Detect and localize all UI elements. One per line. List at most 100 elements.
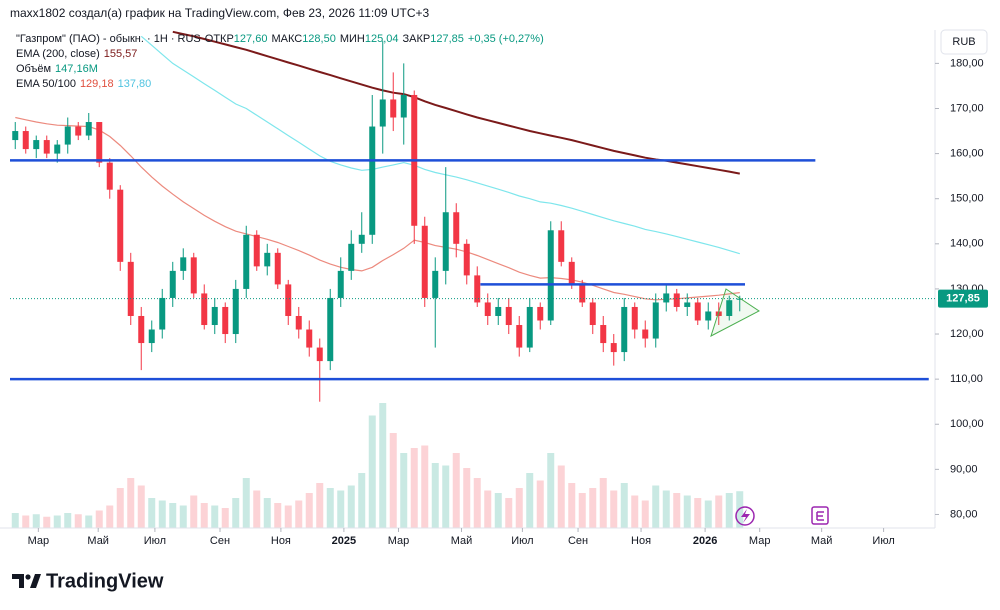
x-tick-label: Июл <box>511 535 533 547</box>
legend-row: "Газпром" (ПАО) - обыкн. · 1Н · RUS ОТКР1… <box>16 32 548 47</box>
candle-body <box>274 252 281 285</box>
volume-bar <box>43 516 51 528</box>
volume-bar <box>190 495 198 528</box>
candle-body <box>253 234 260 267</box>
ohlc-value: 128,50 <box>302 33 336 45</box>
volume-bar <box>652 485 660 528</box>
y-tick-label: 110,00 <box>950 373 983 385</box>
volume-bar <box>232 498 240 528</box>
x-tick-label: Сен <box>568 535 588 547</box>
volume-bar <box>22 515 30 528</box>
candle-body <box>285 284 292 316</box>
volume-bar <box>253 490 261 528</box>
ohlc-name: МАКС <box>271 33 303 45</box>
volume-bar <box>95 510 103 528</box>
ohlc-value: 127,85 <box>430 33 464 45</box>
y-tick-label: 150,00 <box>950 193 984 205</box>
volume-bar <box>620 483 628 528</box>
events-icon[interactable] <box>811 506 829 525</box>
candle-body <box>295 315 302 330</box>
x-tick-label: 2025 <box>332 535 356 547</box>
candle-body <box>516 325 523 348</box>
volume-bar <box>326 488 334 528</box>
volume-bar <box>337 490 345 528</box>
candle-body <box>442 212 449 271</box>
volume-bar <box>179 505 187 528</box>
indicator-name: EMA 50/100 <box>16 78 76 90</box>
volume-bar <box>295 500 303 528</box>
volume-bar <box>452 453 460 528</box>
candle-body <box>463 243 470 276</box>
volume-bar <box>421 445 429 528</box>
x-tick-label: Май <box>87 535 109 547</box>
legend-row: EMA (200, close) 155,57 <box>16 47 548 62</box>
candle-body <box>379 99 386 127</box>
volume-bar <box>694 498 702 528</box>
volume-bar <box>116 488 124 528</box>
candle-body <box>243 234 250 289</box>
ohlc-name: ЗАКР <box>402 33 431 45</box>
volume-bar <box>410 448 418 528</box>
x-tick-label: Май <box>451 535 473 547</box>
volume-bar <box>631 495 639 528</box>
volume-bar <box>505 498 513 528</box>
y-tick-label: 80,00 <box>950 508 978 520</box>
volume-bar <box>169 503 177 528</box>
volume-bar <box>526 473 534 528</box>
candle-body <box>148 329 155 344</box>
x-tick-label: Ноя <box>631 535 651 547</box>
candle-body <box>222 306 229 335</box>
volume-bar <box>400 453 408 528</box>
volume-bar <box>442 465 450 528</box>
volume-bar <box>662 490 670 528</box>
candle-body <box>201 293 208 326</box>
volume-bar <box>263 498 271 528</box>
x-tick-label: Мар <box>749 535 771 547</box>
candle-body <box>75 126 82 136</box>
x-tick-label: Мар <box>28 535 50 547</box>
candle-body <box>106 162 113 190</box>
candle-body <box>537 306 544 321</box>
volume-bar <box>515 488 523 528</box>
ema-line <box>172 30 740 175</box>
indicator-value: 129,18 <box>79 78 114 90</box>
candle-body <box>400 94 407 118</box>
candle-body <box>421 225 428 298</box>
ohlc-value: 127,60 <box>233 33 268 45</box>
legend-row: Объём 147,16M <box>16 62 548 77</box>
y-tick-label: 140,00 <box>950 238 984 250</box>
candle-body <box>642 329 649 339</box>
volume-bar <box>64 513 72 528</box>
candle-body <box>33 140 40 150</box>
candle-body <box>726 300 733 316</box>
candle-body <box>64 126 71 145</box>
currency-button[interactable] <box>940 29 988 55</box>
candle-body <box>232 288 239 335</box>
x-tick-label: Ноя <box>271 535 291 547</box>
volume-bar <box>211 505 219 528</box>
volume-bar <box>715 495 723 528</box>
alert-icon[interactable] <box>735 506 755 526</box>
triangle-drawing <box>710 288 760 338</box>
volume-bar <box>641 500 649 528</box>
candle-body <box>358 234 365 244</box>
candle-body <box>138 315 145 344</box>
candle-body <box>652 302 659 339</box>
volume-bar <box>53 515 61 528</box>
candle-body <box>631 306 638 330</box>
x-tick-label: Июл <box>872 535 894 547</box>
volume-bar <box>494 493 502 528</box>
symbol: "Газпром" (ПАО) - обыкн. · 1Н · RUS <box>16 33 201 45</box>
candle-body <box>610 343 617 353</box>
plot-front <box>12 40 743 402</box>
volume-bar <box>379 403 387 528</box>
volume-bar <box>547 453 555 528</box>
candle-body <box>474 275 481 303</box>
volume-bar <box>704 500 712 528</box>
candle-body <box>169 270 176 298</box>
volume-bar <box>463 468 471 528</box>
volume-bar <box>32 514 40 528</box>
candle-body <box>127 261 134 316</box>
candle-body <box>54 144 61 154</box>
volume-bar <box>221 508 229 528</box>
